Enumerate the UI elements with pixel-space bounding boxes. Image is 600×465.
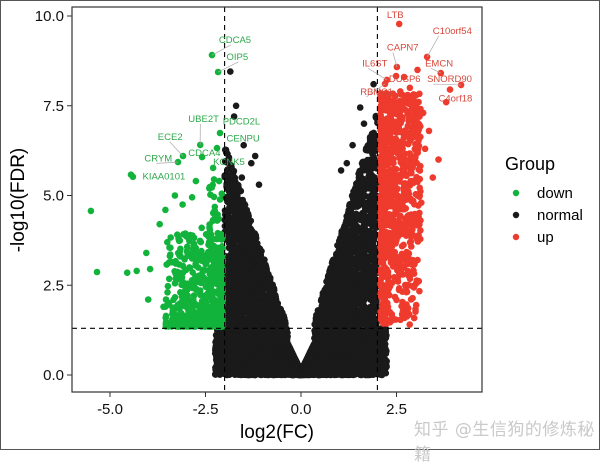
gene-label-ube2t: UBE2T: [188, 114, 219, 125]
y-axis: 0.0 2.5 5.0 7.5 10.0: [35, 8, 72, 384]
x-tick-label: 2.5: [386, 401, 407, 418]
x-tick-label: 0.0: [291, 401, 312, 418]
y-axis-title: -log10(FDR): [8, 148, 29, 253]
legend: Group down normal up: [505, 154, 583, 246]
gene-label-rbms1: RBMS1: [360, 87, 393, 98]
x-tick-label: -5.0: [97, 401, 123, 418]
gene-label-cdca5: CDCA5: [219, 35, 251, 46]
gene-label-capn7: CAPN7: [387, 43, 419, 54]
gene-label-emcn: EMCN: [425, 58, 453, 69]
y-tick-label: 0.0: [43, 367, 64, 384]
gene-label-kcnk5: KCNK5: [213, 157, 245, 168]
gene-label-pdcd2l: PDCD2L: [223, 116, 261, 127]
gene-label-c4orf18: C4orf18: [439, 93, 473, 104]
gene-label-kiaa0101: KIAA0101: [143, 171, 186, 182]
legend-item-normal: normal: [513, 207, 583, 224]
x-axis: -5.0 -2.5 0.0 2.5: [97, 392, 407, 418]
gene-label-oip5: OIP5: [227, 52, 249, 63]
gene-label-cenpu: CENPU: [227, 134, 260, 145]
gene-label-snord90: SNORD90: [427, 74, 472, 85]
legend-label-normal: normal: [537, 207, 583, 224]
legend-swatch-down: [513, 190, 519, 196]
y-tick-label: 2.5: [43, 277, 64, 294]
gene-label-il6st: IL6ST: [362, 58, 388, 69]
watermark: 知乎 @生信狗的修炼秘籍: [414, 415, 600, 465]
gene-label-ltb: LTB: [387, 10, 404, 21]
legend-item-down: down: [513, 185, 573, 202]
legend-title: Group: [505, 154, 555, 174]
gene-label-dusp6: DUSP6: [389, 74, 421, 85]
y-tick-label: 10.0: [35, 8, 64, 25]
y-tick-label: 5.0: [43, 188, 64, 205]
legend-label-up: up: [537, 229, 554, 246]
legend-swatch-up: [513, 234, 519, 240]
gene-label-c10orf54: C10orf54: [433, 26, 472, 37]
x-axis-title: log2(FC): [240, 422, 314, 443]
y-tick-label: 7.5: [43, 98, 64, 115]
legend-item-up: up: [513, 229, 554, 246]
gene-label-crym: CRYM: [144, 153, 172, 164]
legend-swatch-normal: [513, 212, 519, 218]
legend-label-down: down: [537, 185, 573, 202]
x-tick-label: -2.5: [193, 401, 219, 418]
gene-label-ece2: ECE2: [158, 132, 183, 143]
